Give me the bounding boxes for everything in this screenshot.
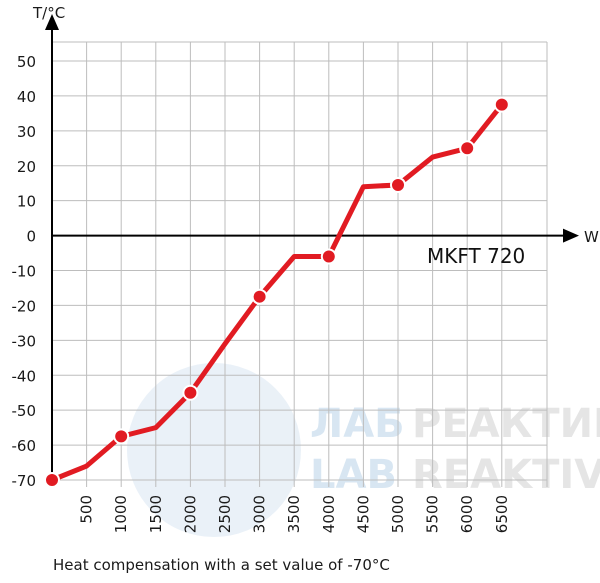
x-tick-label: 6500 <box>493 495 511 533</box>
x-tick-label: 2000 <box>181 495 199 533</box>
x-axis-arrow <box>563 228 579 243</box>
watermark-line1-a: ЛАБ <box>310 401 405 447</box>
grid <box>52 41 548 487</box>
data-point <box>493 96 510 113</box>
data-point <box>390 176 406 193</box>
y-tick-label: 20 <box>17 158 36 176</box>
x-tick-label: 5000 <box>389 495 407 533</box>
y-tick-label: 10 <box>17 193 36 211</box>
x-tick-label: 4500 <box>354 495 372 533</box>
watermark-line1-b: РЕАКТИВ <box>412 401 600 447</box>
y-tick-label: 30 <box>17 123 36 141</box>
watermark-line2-a: LAB <box>310 452 397 498</box>
y-tick-label: -30 <box>12 332 37 350</box>
data-point <box>182 384 199 401</box>
y-tick-label: -20 <box>12 297 37 315</box>
y-tick-label: -40 <box>12 367 37 385</box>
y-tick-label: 0 <box>26 228 36 246</box>
x-tick-label: 3000 <box>251 495 269 533</box>
data-point <box>251 288 268 305</box>
data-point <box>459 140 476 157</box>
y-tick-labels: 50 40 30 20 10 0 -10 -20 -30 -40 -50 -60 -70 <box>12 53 37 490</box>
data-point <box>320 248 337 265</box>
x-tick-label: 2500 <box>216 495 234 533</box>
watermark-logo <box>127 363 301 537</box>
data-point <box>113 428 130 445</box>
y-tick-label: 50 <box>17 53 36 71</box>
y-tick-label: -60 <box>12 437 37 455</box>
data-point <box>44 472 60 488</box>
y-tick-label: -10 <box>12 263 37 281</box>
y-tick-label: -70 <box>12 472 37 490</box>
x-tick-label: 1500 <box>147 495 165 533</box>
x-tick-labels: 500 1000 1500 2000 2500 3000 3500 4000 4500 5000 5… <box>78 495 511 533</box>
x-tick-label: 3500 <box>285 495 303 533</box>
series <box>44 96 510 488</box>
x-tick-label: 5500 <box>424 495 442 533</box>
x-tick-label: 500 <box>78 495 96 524</box>
chart-caption: Heat compensation with a set value of -7… <box>53 556 390 574</box>
x-tick-label: 4000 <box>320 495 338 533</box>
y-tick-label: -50 <box>12 402 37 420</box>
watermark-line2-b: REAKTIV <box>412 452 600 498</box>
x-tick-label: 1000 <box>112 495 130 533</box>
y-tick-label: 40 <box>17 88 36 106</box>
watermark: ЛАБ РЕАКТИВ LAB REAKTIV <box>127 363 600 537</box>
model-label: MKFT 720 <box>427 244 525 268</box>
x-tick-label: 6000 <box>458 495 476 533</box>
x-axis-label: W <box>584 228 599 246</box>
y-axis-arrow <box>45 14 59 30</box>
axes <box>45 14 579 487</box>
y-axis-label: T/°C <box>32 4 65 22</box>
